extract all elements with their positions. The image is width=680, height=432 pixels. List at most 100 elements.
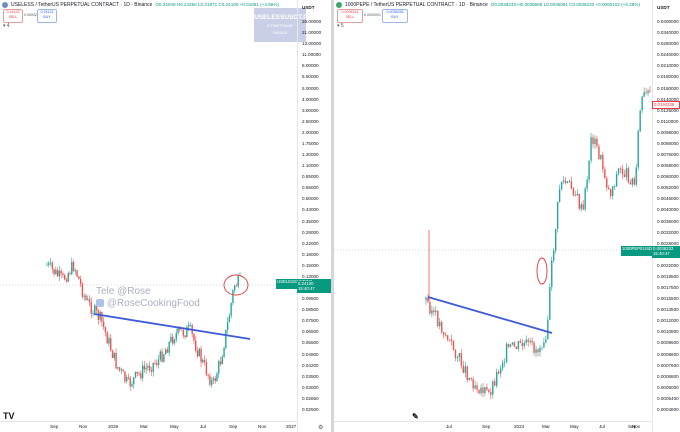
tradingview-logo: TV [3,411,15,421]
candle-body [129,377,131,387]
candle-body [598,146,600,160]
candle-body [78,276,80,279]
candle-body [474,385,476,389]
left-price-chart[interactable] [0,0,297,432]
price-tick-label: 0.0052000 [657,185,679,191]
price-tick-label: 0.18000 [302,251,319,257]
candle-body [207,374,209,376]
candle-body [55,269,57,275]
candle-body [88,299,91,302]
candle-body [67,273,69,282]
time-tick-label: Nov [258,424,267,429]
candle-body [95,305,98,311]
candle-body [53,268,55,275]
candle-body [444,334,447,336]
price-tick-label: 0.03500 [302,373,319,379]
candle-body [212,378,215,380]
candle-body [210,379,213,385]
candle-body [551,260,553,288]
candle-body [619,168,622,170]
time-tick-label: Sep [482,424,491,429]
price-tick-label: 0.0125000 [657,107,679,113]
price-tick-label: 0.0086000 [657,140,679,146]
candle-body [166,349,169,353]
highlight-circle[interactable] [223,274,249,296]
candle-body [501,362,504,369]
candle-body [186,327,188,338]
price-tick-label: 21.00000 [302,30,322,36]
left-time-axis[interactable]: Sep Nov 2026 Mar May Jul Sep Nov 2027 [0,421,297,432]
candle-body [615,173,618,187]
candle-body [488,389,490,393]
candle-body [554,228,557,251]
right-price-chart[interactable] [334,0,652,432]
candle-body [71,262,73,275]
candle-body [596,138,598,147]
candle-body [232,290,234,303]
candle-body [639,110,641,132]
price-tick-label: 0.0340000 [657,30,679,36]
price-tick-label: 0.0036000 [657,218,679,224]
right-indicators-toggle[interactable]: ▾ 5 [337,23,344,29]
drawing-cursor-icon[interactable]: ✎ [412,412,419,421]
right-sell-button[interactable]: 0.0036314 SELL [337,9,363,23]
left-symbol-icon [2,1,8,8]
left-current-price-value: 0.24100 15:40:47 [297,281,331,293]
candle-body [560,181,563,190]
candle-body [529,340,531,342]
candle-body [637,131,639,168]
right-chart-title[interactable]: 1000PEPE / TetherUS PERPETUAL CONTRACT ·… [345,1,488,8]
candle-body [523,342,525,347]
highlight-circle[interactable] [536,257,548,285]
candle-body [464,366,466,373]
time-tick-label: 2027 [286,424,297,429]
time-tick-label: Mar [542,424,550,429]
trendline[interactable] [427,296,553,334]
left-ohlc-values: O0.24049 H0.24350 L0.21871 C0.24100 +0.0… [155,2,279,7]
left-sell-button[interactable]: 0.24123 SELL [3,9,23,23]
candle-body [136,371,139,374]
candle-body [431,310,433,314]
candle-body [184,335,186,338]
left-chart-panel[interactable]: USELESS / TetherUS PERPETUAL CONTRACT · … [0,0,331,432]
candle-body [60,270,62,274]
candle-body [156,363,158,365]
left-settings-icon[interactable]: ⚙ [318,425,324,431]
candle-body [219,361,222,365]
price-tick-label: 26.00000 [302,19,322,24]
candle-body [602,154,604,170]
price-tick-label: 0.0280000 [657,41,679,47]
time-tick-label: May [570,424,579,429]
price-tick-label: 0.0210000 [657,63,679,69]
price-tick-label: 0.02850 [302,395,319,401]
candle-body [608,187,610,190]
price-tick-label: 8.00000 [302,63,319,69]
left-chart-title[interactable]: USELESS / TetherUS PERPETUAL CONTRACT · … [11,1,153,8]
price-tick-label: 0.22000 [302,240,319,246]
candle-body [586,179,588,189]
candle-body [64,275,66,280]
candle-body [159,351,162,360]
right-chart-panel[interactable]: 1000PEPE / TetherUS PERPETUAL CONTRACT ·… [334,0,680,432]
price-tick-label: 0.0012000 [657,318,679,324]
price-tick-label: 0.0046000 [657,196,679,202]
right-top-price-value: 0.0194236 [652,101,680,109]
candle-body [196,350,199,357]
candle-body [513,342,516,347]
candle-body [553,250,555,261]
candle-body [452,341,455,350]
candle-body [454,349,457,358]
right-buy-button[interactable]: 0.0036335 BUY [382,9,408,23]
price-tick-label: 0.0068000 [657,163,679,169]
trendline[interactable] [93,313,251,340]
left-indicators-toggle[interactable]: ▾ 4 [3,23,10,29]
candle-body [122,369,124,372]
right-price-axis[interactable]: USDT 0.0400000 0.0340000 0.0280000 0.024000… [652,0,680,432]
candle-body [198,348,200,357]
right-time-axis[interactable]: Jul Sep 2024 Mar May Jul Sep Nov [334,421,652,432]
left-buy-button[interactable]: 0.24124 BUY [37,9,57,23]
candle-body [647,90,649,94]
candle-body [125,377,128,382]
left-price-axis[interactable]: USDT 26.00000 21.00000 13.00000 11.00000 8.0… [297,0,331,432]
panel-divider[interactable] [331,0,334,432]
